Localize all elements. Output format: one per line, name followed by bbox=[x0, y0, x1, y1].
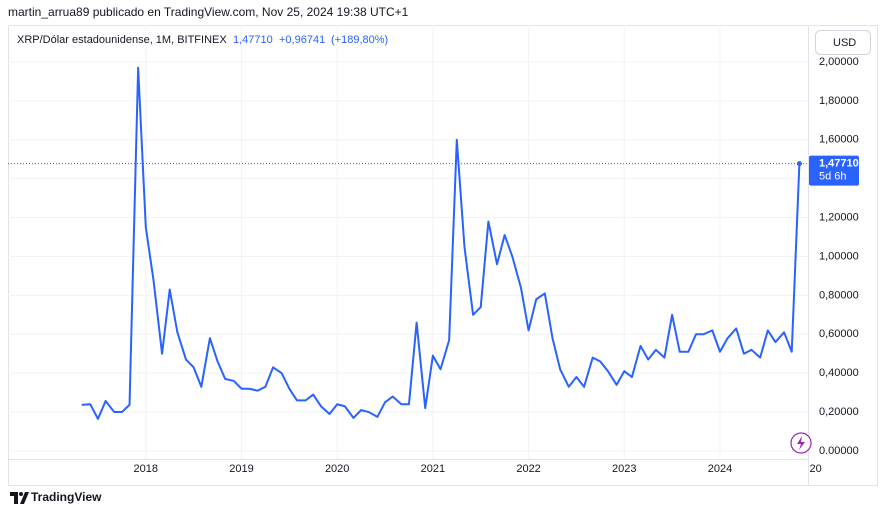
x-tick-label: 2018 bbox=[134, 463, 158, 475]
y-tick-label: 1,60000 bbox=[819, 134, 859, 146]
legend-change: +0,96741 bbox=[279, 34, 325, 46]
y-tick-label: 1,00000 bbox=[819, 250, 859, 262]
plot bbox=[8, 66, 808, 420]
y-tick-label: 0.00000 bbox=[819, 445, 859, 457]
y-tick-label: 0,20000 bbox=[819, 406, 859, 418]
header: martin_arrua89 publicado en TradingView.… bbox=[8, 5, 409, 19]
x-tick-label: 2020 bbox=[325, 463, 349, 475]
currency: USD bbox=[833, 37, 856, 49]
last-price-dot bbox=[796, 161, 802, 167]
price-line bbox=[81, 66, 801, 420]
brand-logo bbox=[10, 492, 29, 504]
legend-price: 1,47710 bbox=[233, 34, 273, 46]
symbol: XRP/Dólar estadounidense, 1M, BITFINEX bbox=[17, 34, 227, 46]
y-tick-label: 1,80000 bbox=[819, 95, 859, 107]
brand-logo-dot bbox=[19, 492, 23, 496]
y-tick-label: 1,20000 bbox=[819, 211, 859, 223]
last-price-label: 1,47710 bbox=[819, 158, 859, 170]
x-tick-label: 2021 bbox=[421, 463, 445, 475]
x-tick-label: 2019 bbox=[229, 463, 253, 475]
legend-change-pct: (+189,80%) bbox=[331, 34, 388, 46]
last-price-box bbox=[809, 155, 859, 186]
x-tick-label: 2022 bbox=[516, 463, 540, 475]
currency-button[interactable] bbox=[815, 30, 871, 55]
axes: 0.00000 0,20000 0,40000 0,60000 0,80000 1,000… bbox=[134, 56, 859, 475]
x-tick-label: 2024 bbox=[708, 463, 732, 475]
grid bbox=[8, 25, 808, 459]
y-tick-label: 0,60000 bbox=[819, 328, 859, 340]
chart-frame bbox=[8, 25, 878, 486]
y-tick-label: 2,00000 bbox=[819, 56, 859, 68]
y-tick-label: 0,40000 bbox=[819, 367, 859, 379]
events-icon-bolt bbox=[797, 436, 805, 450]
y-tick-label: 0,80000 bbox=[819, 289, 859, 301]
x-tick-label: 20 bbox=[810, 463, 822, 475]
countdown: 5d 6h bbox=[819, 171, 847, 183]
x-tick-label: 2023 bbox=[612, 463, 636, 475]
brand: TradingView bbox=[31, 490, 102, 504]
